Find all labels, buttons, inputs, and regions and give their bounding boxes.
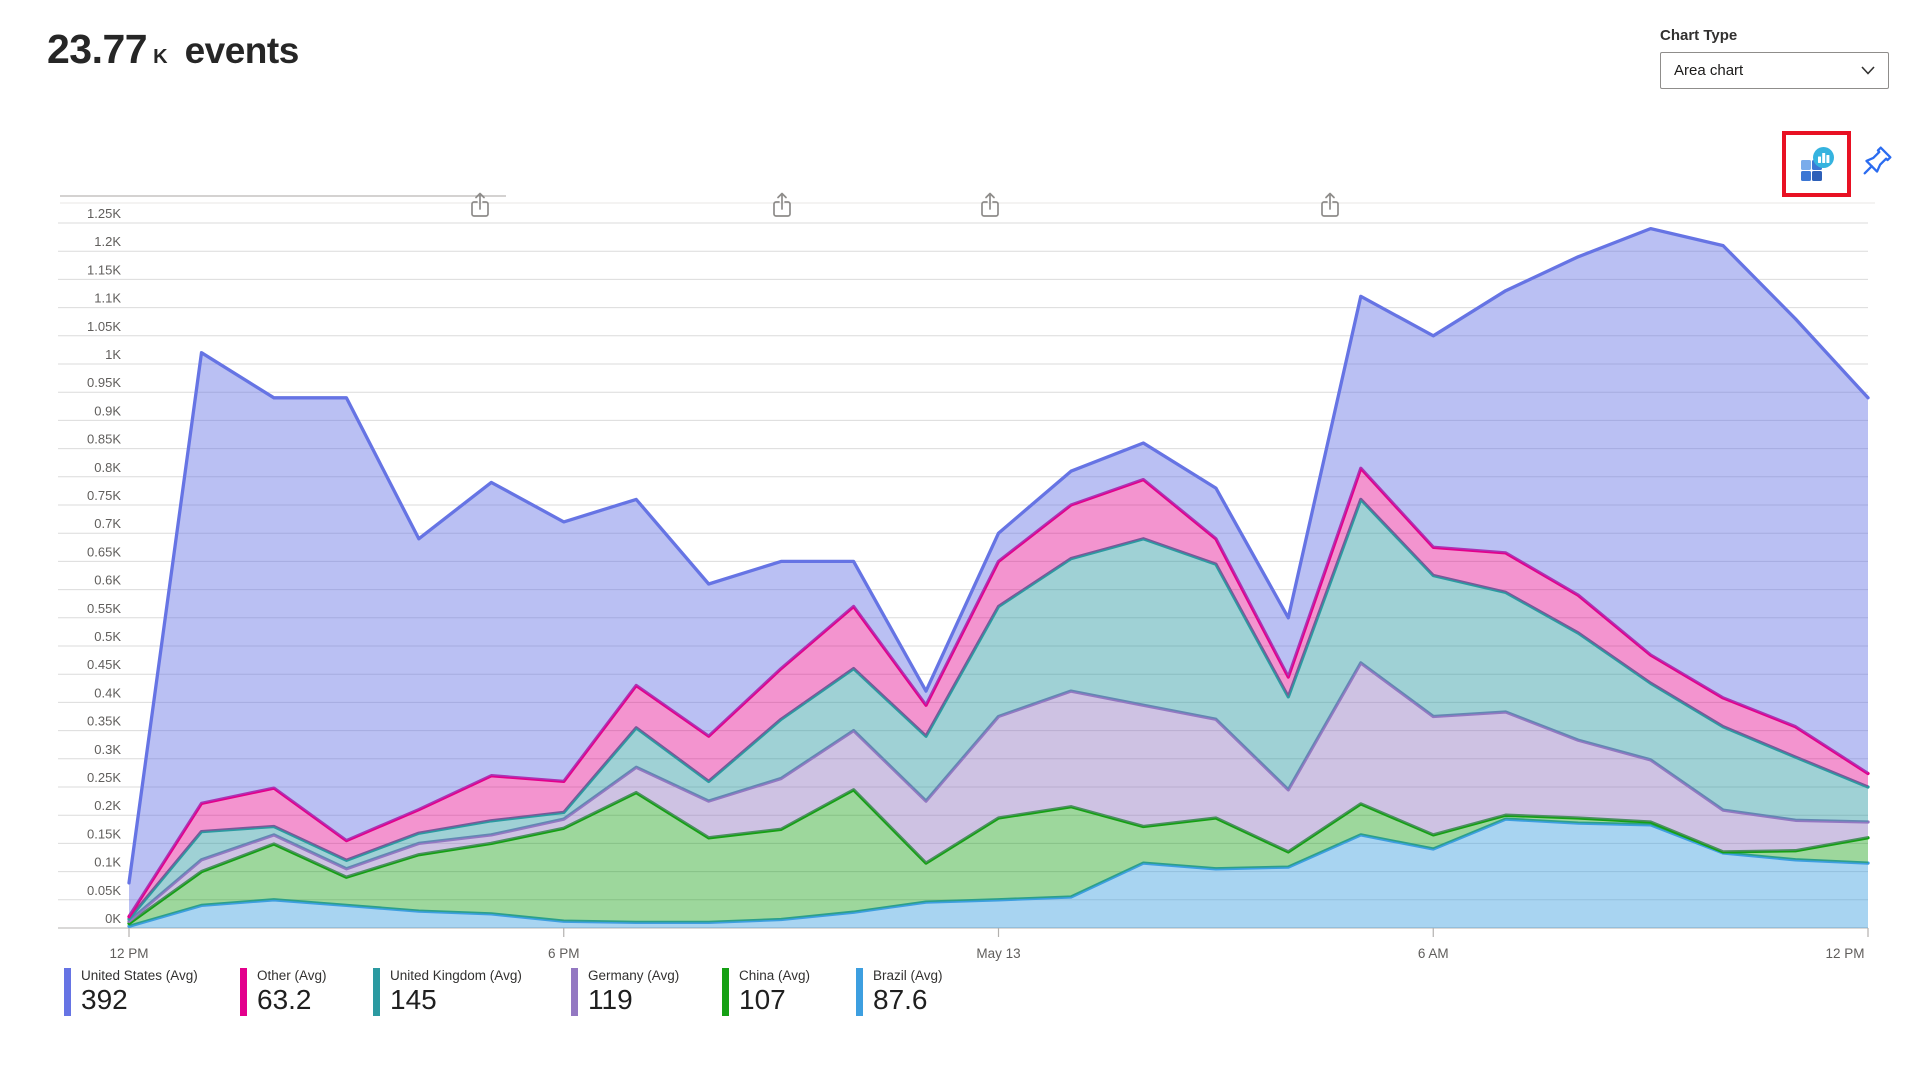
- legend-item-label: United States (Avg): [81, 968, 198, 983]
- share-icon[interactable]: [1321, 192, 1339, 217]
- x-axis-tick-label: 6 AM: [1418, 946, 1449, 961]
- share-icon[interactable]: [773, 192, 791, 217]
- legend-item-china[interactable]: China (Avg) 107: [722, 968, 810, 1016]
- pin-button[interactable]: [1855, 140, 1897, 184]
- legend-item-value: 392: [81, 984, 128, 1015]
- x-axis-tick-label: 12 PM: [109, 946, 148, 961]
- y-axis-tick-label: 0.5K: [94, 629, 121, 644]
- y-axis-tick-label: 0.7K: [94, 516, 121, 531]
- y-axis-tick-label: 0.45K: [87, 657, 121, 672]
- y-axis-tick-label: 0.9K: [94, 403, 121, 418]
- legend-item-united[interactable]: United States (Avg) 392: [64, 968, 198, 1016]
- legend-item-label: Other (Avg): [257, 968, 327, 983]
- legend-item-value: 107: [739, 984, 786, 1015]
- x-axis-tick-label: May 13: [976, 946, 1020, 961]
- page-title: 23.77 K events: [47, 26, 299, 73]
- pin-icon: [1863, 146, 1892, 175]
- y-axis-tick-label: 1.05K: [87, 319, 121, 334]
- legend-item-label: Brazil (Avg): [873, 968, 943, 983]
- chart-type-select[interactable]: Area chart: [1660, 52, 1889, 89]
- y-axis-tick-label: 0.05K: [87, 883, 121, 898]
- chart-type-selected-value: Area chart: [1674, 62, 1744, 79]
- y-axis-tick-label: 0.4K: [94, 685, 121, 700]
- y-axis-tick-label: 1.15K: [87, 262, 121, 277]
- legend-item-brazil[interactable]: Brazil (Avg) 87.6: [856, 968, 943, 1016]
- y-axis-tick-label: 1.2K: [94, 234, 121, 249]
- y-axis-tick-label: 0.75K: [87, 488, 121, 503]
- y-axis-tick-label: 1.1K: [94, 291, 121, 306]
- chart-type-control: Chart Type Area chart: [1660, 27, 1890, 89]
- share-icon[interactable]: [981, 192, 999, 217]
- area-series-united-states: [129, 228, 1868, 917]
- legend-item-value: 87.6: [873, 984, 928, 1015]
- y-axis-tick-label: 0.85K: [87, 432, 121, 447]
- legend-item-label: Germany (Avg): [588, 968, 680, 983]
- y-axis-tick-label: 0K: [105, 911, 121, 926]
- y-axis-tick-label: 0.2K: [94, 798, 121, 813]
- chart-legend: United States (Avg) 392 Other (Avg) 63.2…: [0, 964, 1920, 1024]
- legend-item-other[interactable]: Other (Avg) 63.2: [240, 968, 327, 1016]
- share-icon[interactable]: [471, 192, 489, 217]
- legend-item-germany[interactable]: Germany (Avg) 119: [571, 968, 679, 1016]
- y-axis-tick-label: 0.65K: [87, 544, 121, 559]
- y-axis-tick-label: 0.8K: [94, 460, 121, 475]
- y-axis-tick-label: 0.25K: [87, 770, 121, 785]
- area-series-china: [129, 789, 1868, 927]
- legend-item-label: United Kingdom (Avg): [390, 968, 522, 983]
- y-axis-tick-label: 0.3K: [94, 742, 121, 757]
- chart-type-label: Chart Type: [1660, 27, 1738, 44]
- y-axis-tick-label: 0.95K: [87, 375, 121, 390]
- legend-item-value: 119: [588, 984, 633, 1015]
- area-series-germany: [129, 662, 1868, 924]
- legend-item-united[interactable]: United Kingdom (Avg) 145: [373, 968, 522, 1016]
- x-axis-tick-label: 6 PM: [548, 946, 580, 961]
- chevron-down-icon: [1861, 66, 1875, 75]
- y-axis-tick-label: 0.35K: [87, 714, 121, 729]
- y-axis-tick-label: 0.6K: [94, 573, 121, 588]
- legend-item-value: 145: [390, 984, 437, 1015]
- area-series-united-kingdom: [129, 499, 1868, 922]
- y-axis-tick-label: 1.25K: [87, 206, 121, 221]
- insights-icon-highlight: [1782, 131, 1851, 197]
- area-series-other: [129, 468, 1868, 919]
- x-axis-tick-label: 12 PM: [1825, 946, 1864, 961]
- legend-item-label: China (Avg): [739, 968, 811, 983]
- title-label: events: [184, 30, 300, 71]
- application-insights-icon[interactable]: [1797, 144, 1837, 184]
- y-axis-tick-label: 0.1K: [94, 855, 121, 870]
- y-axis-tick-label: 0.55K: [87, 601, 121, 616]
- y-axis-tick-label: 0.15K: [87, 826, 121, 841]
- title-unit: K: [153, 46, 168, 68]
- area-series-brazil: [129, 819, 1868, 928]
- title-value: 23.77: [47, 26, 148, 72]
- y-axis-tick-label: 1K: [105, 347, 121, 362]
- legend-item-value: 63.2: [257, 984, 312, 1015]
